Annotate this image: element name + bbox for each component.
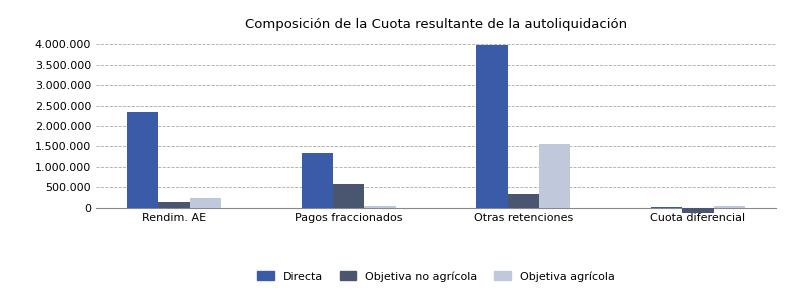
Bar	[365, 206, 396, 208]
Bar	[190, 198, 222, 208]
Bar	[650, 207, 682, 208]
Title: Composición de la Cuota resultante de la autoliquidación: Composición de la Cuota resultante de la…	[245, 18, 627, 31]
Bar	[682, 208, 714, 213]
Bar	[158, 202, 190, 208]
Legend: Directa, Objetiva no agrícola, Objetiva agrícola: Directa, Objetiva no agrícola, Objetiva …	[253, 267, 619, 286]
Bar	[333, 184, 365, 208]
Bar	[507, 194, 539, 208]
Bar	[714, 206, 745, 208]
Bar	[127, 112, 158, 208]
Bar	[476, 45, 507, 208]
Bar	[302, 153, 333, 208]
Bar	[539, 144, 570, 208]
